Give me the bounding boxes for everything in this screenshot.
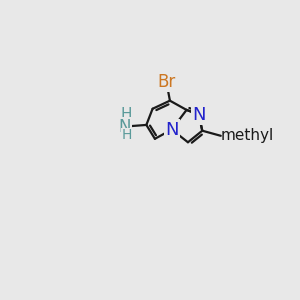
Text: H: H [120, 107, 132, 122]
Text: N: N [118, 118, 131, 136]
Text: N: N [165, 121, 178, 139]
Text: H: H [121, 128, 132, 142]
Text: N: N [192, 106, 206, 124]
Text: methyl: methyl [221, 128, 274, 143]
Text: Br: Br [157, 73, 176, 91]
